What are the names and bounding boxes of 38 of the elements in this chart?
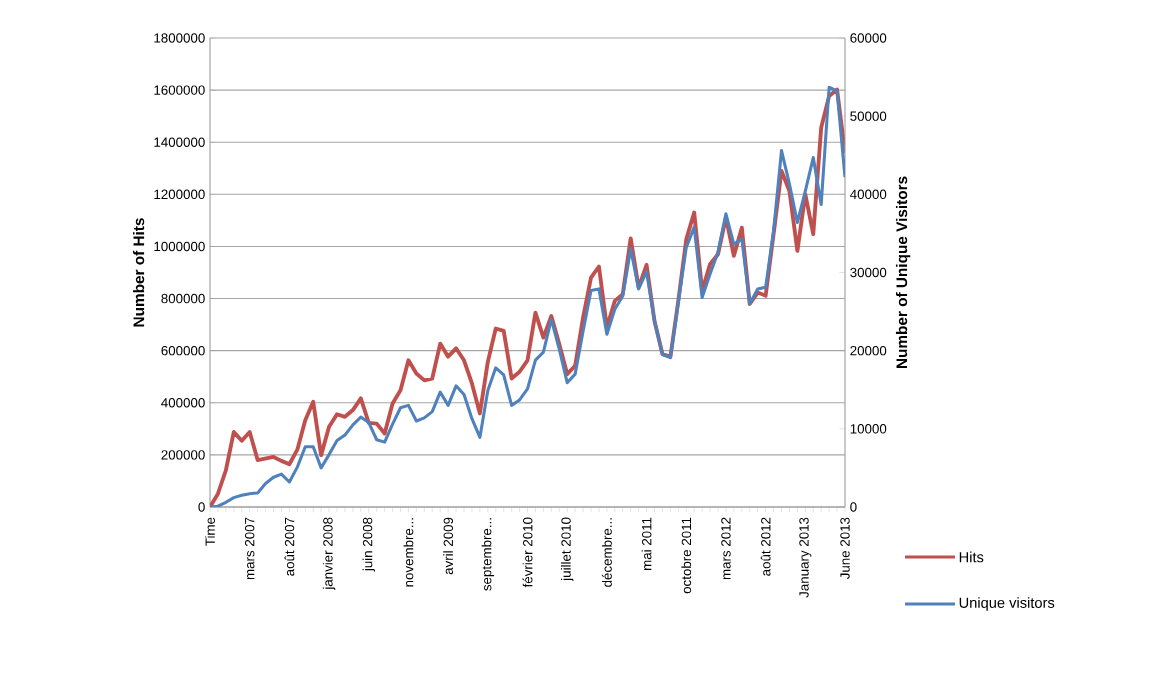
y2-tick-label: 40000 xyxy=(850,189,887,200)
y-axis-title: Number of Hits xyxy=(132,218,145,327)
y-tick-label: 800000 xyxy=(161,293,205,304)
x-tick-label: juin 2008 xyxy=(362,517,375,572)
y-tick-label: 0 xyxy=(198,502,205,512)
x-tick-label: août 2012 xyxy=(760,517,771,576)
x-tick-label: septembre... xyxy=(481,518,495,591)
y-tick-label: 200000 xyxy=(161,450,205,460)
x-tick-label: février 2010 xyxy=(522,517,533,588)
y2-tick-label: 20000 xyxy=(850,345,887,356)
y2-tick-label: 0 xyxy=(850,502,857,512)
x-tick-label: June 2013 xyxy=(840,517,850,580)
x-tick-label: mars 2007 xyxy=(244,517,255,580)
y-tick-label: 1200000 xyxy=(154,189,205,200)
legend-label: Unique visitors xyxy=(959,597,1055,611)
x-tick-label: mai 2011 xyxy=(641,517,652,571)
x-tick-label: avril 2009 xyxy=(443,517,454,575)
y-tick-label: 400000 xyxy=(161,398,205,408)
x-tick-label: juillet 2010 xyxy=(560,517,574,582)
x-tick-label: octobre 2011 xyxy=(681,517,692,594)
x-tick-label: décembre... xyxy=(601,518,612,587)
y-tick-label: 1400000 xyxy=(154,137,205,147)
y2-tick-label: 50000 xyxy=(850,111,887,121)
x-tick-label: novembre... xyxy=(403,518,414,587)
y-tick-label: 1800000 xyxy=(154,33,205,43)
y2-axis-title: Number of Unique Visitors xyxy=(895,176,911,369)
y-tick-label: 600000 xyxy=(161,345,205,356)
x-tick-label: mars 2012 xyxy=(721,517,731,580)
y2-tick-label: 60000 xyxy=(850,33,887,43)
x-tick-label: Time xyxy=(205,517,215,546)
y-tick-label: 1000000 xyxy=(154,241,205,252)
y2-tick-label: 30000 xyxy=(850,267,887,278)
y-tick-label: 1600000 xyxy=(154,85,205,95)
x-tick-label: janvier 2008 xyxy=(322,517,336,591)
x-tick-label: January 2013 xyxy=(799,517,812,598)
legend-label: Hits xyxy=(959,551,984,563)
x-tick-label: août 2007 xyxy=(284,517,295,576)
y2-tick-label: 10000 xyxy=(850,424,887,434)
